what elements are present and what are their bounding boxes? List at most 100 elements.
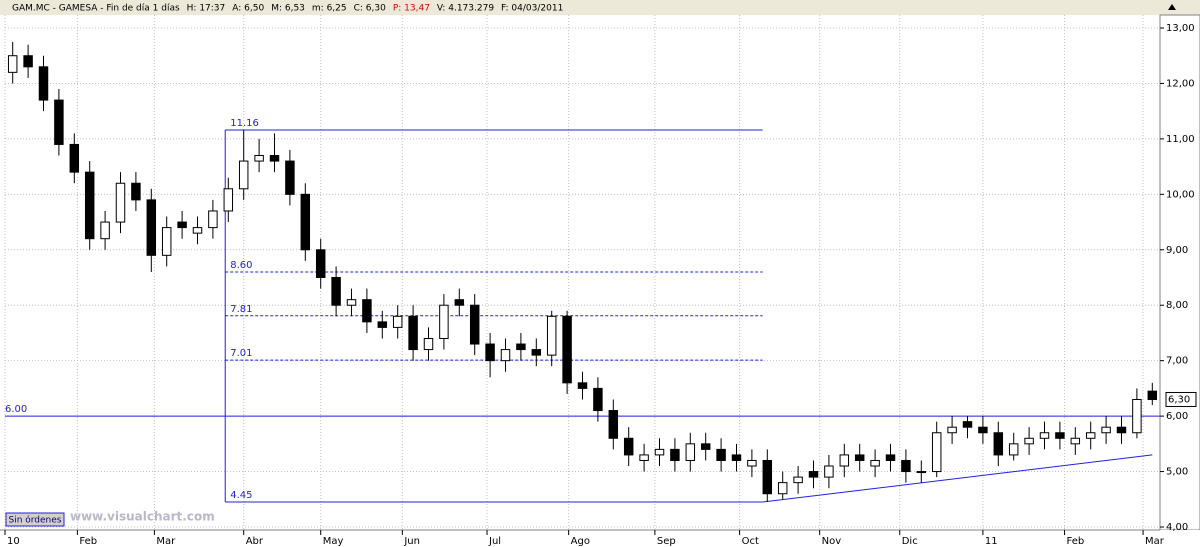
y-tick-label: 5,00 bbox=[1166, 467, 1188, 478]
retracement-label: 7.81 bbox=[230, 304, 252, 315]
candle-body bbox=[161, 227, 172, 256]
candle-body bbox=[531, 349, 542, 356]
candle-body bbox=[131, 182, 141, 201]
y-tick-label: 8,00 bbox=[1166, 300, 1188, 311]
candle-body bbox=[1055, 432, 1065, 439]
retracement-label: 7.01 bbox=[230, 348, 252, 359]
candle-body bbox=[269, 155, 280, 162]
candle-body bbox=[300, 193, 311, 251]
candle-body bbox=[608, 410, 619, 439]
candle-body bbox=[346, 299, 357, 306]
candle-body bbox=[84, 171, 95, 240]
header-bar bbox=[0, 0, 1200, 15]
candle-body bbox=[7, 55, 18, 73]
candle-body bbox=[177, 221, 187, 229]
candle-body bbox=[885, 454, 896, 461]
header-field: F: 04/03/2011 bbox=[501, 4, 563, 14]
y-tick-label: 7,00 bbox=[1166, 356, 1188, 367]
x-tick-label: Sep bbox=[657, 536, 676, 547]
candle-body bbox=[285, 160, 295, 195]
candle-body bbox=[700, 443, 711, 450]
x-tick-label: 10 bbox=[7, 536, 20, 547]
candle-body bbox=[916, 471, 927, 474]
y-tick-label: 11,00 bbox=[1166, 134, 1195, 145]
candle-body bbox=[192, 227, 203, 234]
last-price-box bbox=[1165, 391, 1197, 407]
candle-body bbox=[377, 321, 388, 328]
candle-body bbox=[808, 471, 819, 478]
trendline bbox=[762, 454, 1153, 503]
candle-body bbox=[685, 443, 696, 461]
candle-body bbox=[777, 482, 788, 495]
candle-body bbox=[623, 437, 634, 456]
candle-body bbox=[824, 465, 834, 478]
y-tick-label: 10,00 bbox=[1166, 189, 1195, 200]
candle-body bbox=[208, 210, 218, 229]
header-field: H: 17:37 bbox=[187, 4, 226, 14]
candle-body bbox=[254, 155, 264, 162]
candle-body bbox=[1085, 432, 1096, 439]
x-tick-label: Jun bbox=[403, 536, 420, 547]
candle-body bbox=[331, 277, 341, 306]
candle-body bbox=[793, 476, 803, 484]
candle-body bbox=[993, 432, 1004, 456]
candle-body bbox=[69, 143, 80, 173]
header-field: GAM.MC - GAMESA - Fin de día 1 días bbox=[12, 4, 180, 14]
candle-body bbox=[23, 55, 33, 68]
candle-body bbox=[1039, 432, 1050, 439]
support-label: 6.00 bbox=[5, 404, 27, 415]
header-field: V: 4.173.279 bbox=[437, 4, 494, 14]
y-tick-label: 9,00 bbox=[1166, 245, 1188, 256]
x-tick-label: Mar bbox=[1145, 536, 1165, 547]
y-tick-label: 4,00 bbox=[1166, 522, 1188, 533]
candle-body bbox=[1070, 437, 1081, 445]
candle-body bbox=[931, 432, 942, 473]
candle-body bbox=[762, 459, 773, 495]
x-tick-label: Jul bbox=[488, 536, 501, 547]
candle-body bbox=[577, 382, 588, 389]
x-axis-panel bbox=[0, 530, 1200, 547]
candle-body bbox=[1116, 426, 1127, 434]
x-tick-label: Feb bbox=[79, 536, 97, 547]
candle-body bbox=[115, 182, 126, 223]
last-price-label: 6,30 bbox=[1168, 394, 1190, 405]
candle-body bbox=[870, 459, 880, 467]
x-tick-label: May bbox=[323, 536, 344, 547]
candle-body bbox=[839, 454, 850, 467]
retracement-label: 4.45 bbox=[230, 490, 252, 501]
candle-body bbox=[1147, 390, 1158, 400]
y-tick-label: 6,00 bbox=[1166, 411, 1188, 422]
candle-body bbox=[978, 426, 988, 434]
candle-body bbox=[1132, 398, 1142, 434]
orders-button-label[interactable]: Sin órdenes bbox=[8, 515, 61, 526]
candle-body bbox=[854, 454, 865, 461]
candle-body bbox=[454, 299, 465, 306]
y-axis-panel bbox=[1159, 14, 1200, 531]
retracement-label: 8.60 bbox=[230, 260, 252, 271]
candle-body bbox=[238, 160, 249, 190]
retracement-label: 11.16 bbox=[230, 118, 259, 129]
candle-body bbox=[423, 337, 434, 351]
candle-body bbox=[962, 421, 973, 428]
candle-body bbox=[38, 66, 49, 101]
candle-body bbox=[670, 448, 680, 461]
candle-body bbox=[362, 299, 372, 323]
orders-button[interactable] bbox=[5, 512, 65, 527]
candle-body bbox=[392, 315, 403, 328]
candle-body bbox=[146, 199, 157, 256]
candle-body bbox=[639, 454, 649, 461]
x-tick-label: Abr bbox=[246, 536, 264, 547]
candle-body bbox=[408, 315, 418, 351]
x-tick-label: Feb bbox=[1067, 536, 1085, 547]
candle-body bbox=[562, 315, 572, 384]
scroll-arrow[interactable] bbox=[1168, 4, 1176, 10]
y-tick-label: 12,00 bbox=[1166, 78, 1195, 89]
candle-body bbox=[469, 304, 480, 345]
x-tick-label: Mar bbox=[156, 536, 176, 547]
candle-body bbox=[947, 426, 957, 434]
header-field: A: 6,50 bbox=[232, 4, 264, 14]
header-field: m: 6,25 bbox=[312, 4, 347, 14]
